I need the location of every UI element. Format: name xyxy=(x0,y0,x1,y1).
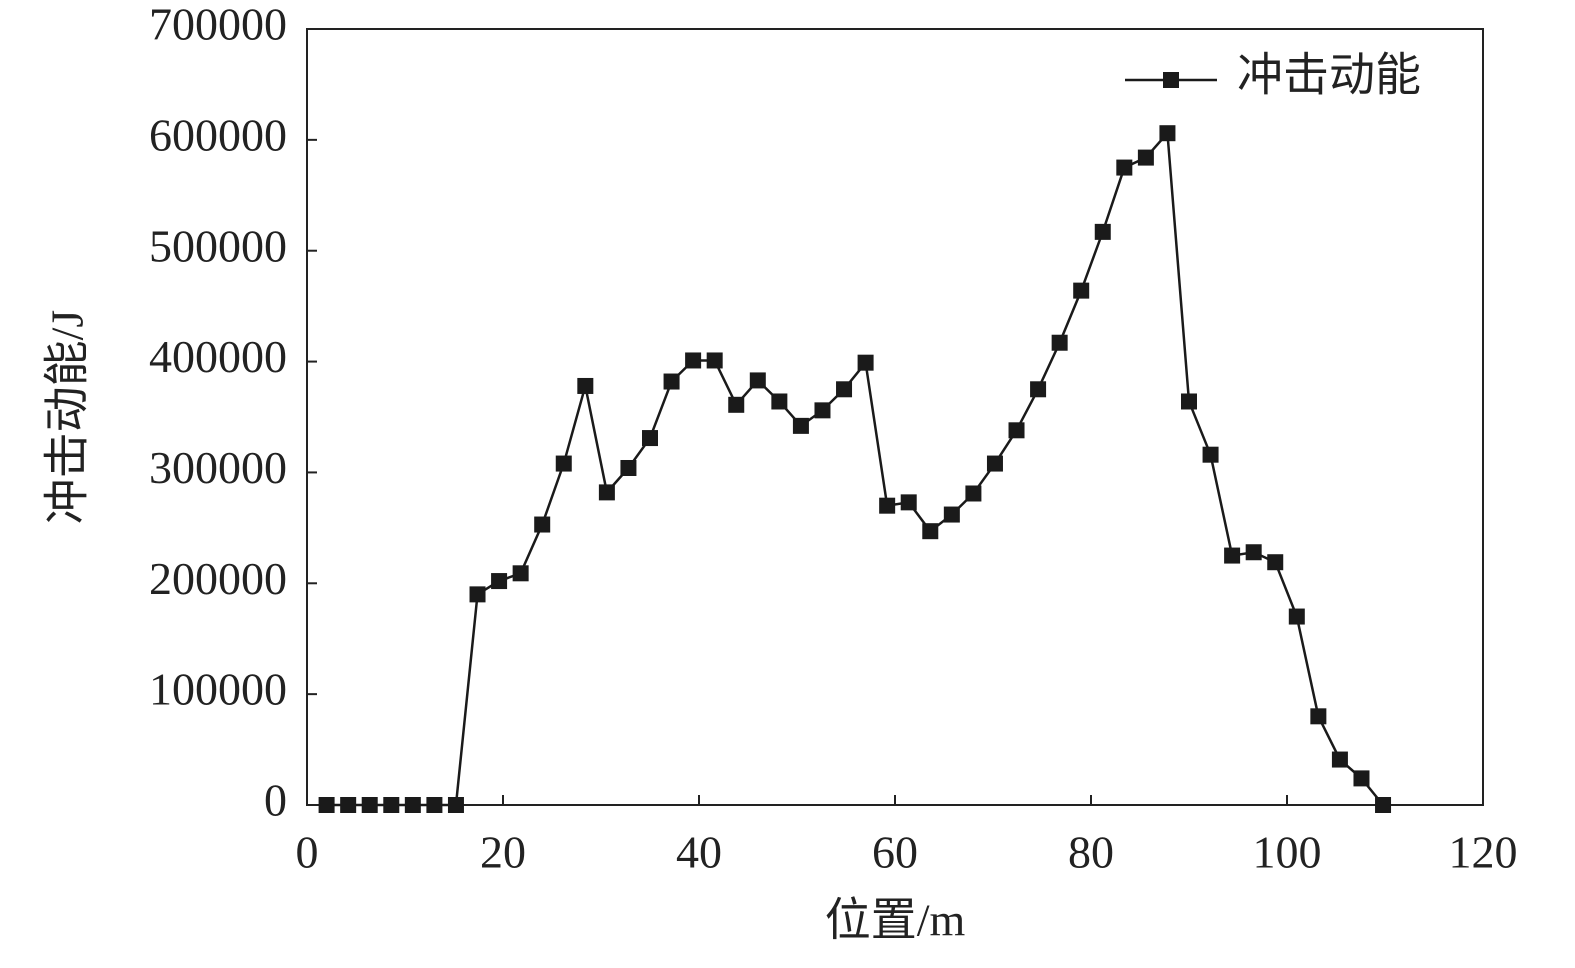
data-marker xyxy=(512,565,529,582)
data-marker xyxy=(1116,159,1133,176)
data-marker xyxy=(447,797,464,813)
data-marker xyxy=(1051,334,1068,351)
data-marker xyxy=(792,417,809,434)
x-tick-label: 60 xyxy=(872,827,918,878)
data-marker xyxy=(1353,770,1370,787)
data-marker xyxy=(1137,149,1154,166)
data-marker xyxy=(642,430,658,447)
data-marker xyxy=(1288,608,1305,625)
y-axis-label: 冲击动能/J xyxy=(42,310,93,525)
data-marker xyxy=(469,586,486,603)
data-marker xyxy=(1310,708,1327,725)
data-marker xyxy=(1181,393,1197,410)
data-marker xyxy=(361,797,378,813)
y-tick-label: 400000 xyxy=(149,331,287,382)
data-marker xyxy=(922,523,939,540)
data-marker xyxy=(318,797,335,813)
data-marker xyxy=(340,797,357,813)
y-tick-label: 100000 xyxy=(149,664,287,715)
data-marker xyxy=(598,484,615,501)
data-marker xyxy=(1030,381,1047,398)
data-marker xyxy=(900,494,917,511)
data-marker xyxy=(1073,282,1090,299)
data-marker xyxy=(404,797,421,813)
y-tick-label: 0 xyxy=(264,775,287,826)
y-tick-label: 600000 xyxy=(149,109,287,160)
legend-label: 冲击动能 xyxy=(1237,50,1421,101)
data-marker xyxy=(577,377,594,394)
data-marker xyxy=(1094,223,1111,240)
data-marker xyxy=(1202,446,1219,463)
data-marker xyxy=(836,381,853,398)
data-marker xyxy=(879,497,896,514)
data-marker xyxy=(685,352,702,369)
data-marker xyxy=(1159,125,1176,142)
x-axis-label: 位置/m xyxy=(825,895,966,946)
data-marker xyxy=(1008,422,1025,439)
y-tick-label: 700000 xyxy=(149,0,287,50)
data-line xyxy=(326,130,1385,807)
data-marker xyxy=(771,393,788,410)
data-marker xyxy=(706,352,723,369)
data-marker xyxy=(857,354,874,371)
data-marker xyxy=(728,396,745,413)
data-marker xyxy=(1245,544,1262,561)
data-marker xyxy=(1224,547,1241,564)
data-marker xyxy=(943,506,960,523)
x-tick-label: 40 xyxy=(676,827,722,878)
data-marker xyxy=(491,573,508,590)
data-marker xyxy=(534,516,551,533)
data-marker xyxy=(986,455,1003,472)
data-marker xyxy=(749,372,766,389)
legend-marker xyxy=(1163,72,1179,88)
x-tick-label: 120 xyxy=(1449,827,1518,878)
data-marker xyxy=(814,402,831,419)
data-marker xyxy=(1331,751,1348,768)
data-marker xyxy=(555,455,572,472)
data-marker xyxy=(620,459,637,476)
data-marker xyxy=(663,373,680,390)
data-marker xyxy=(965,485,982,502)
data-marker xyxy=(383,797,400,813)
x-tick-label: 20 xyxy=(480,827,526,878)
data-marker xyxy=(1267,554,1284,571)
y-tick-label: 500000 xyxy=(149,220,287,271)
x-tick-label: 80 xyxy=(1068,827,1114,878)
data-marker xyxy=(1375,797,1392,813)
data-marker xyxy=(426,797,443,813)
y-tick-label: 300000 xyxy=(149,442,287,493)
y-tick-label: 200000 xyxy=(149,553,287,604)
x-tick-label: 100 xyxy=(1253,827,1322,878)
plot-frame xyxy=(306,28,1484,806)
x-tick-label: 0 xyxy=(296,827,319,878)
